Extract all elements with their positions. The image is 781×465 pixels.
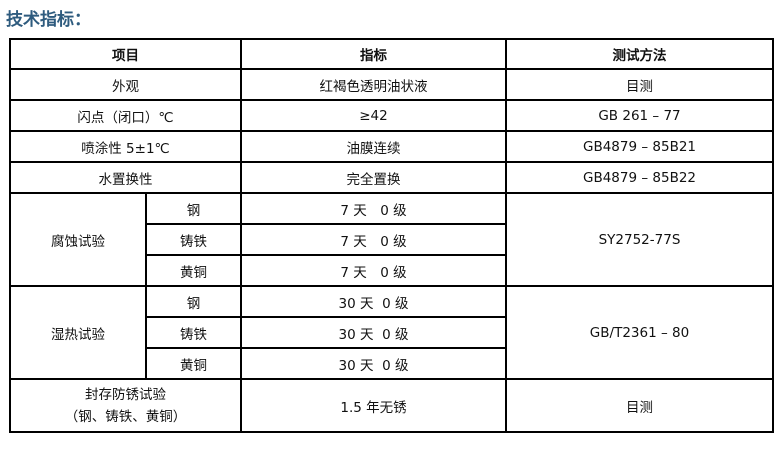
- method-cell: SY2752-77S: [505, 192, 774, 287]
- spec-cell: 30 天 0 级: [240, 347, 507, 380]
- header-spec: 指标: [240, 38, 507, 70]
- section-title: 技术指标：: [6, 10, 91, 30]
- metal-cell: 铸铁: [145, 316, 242, 349]
- table-row: 铸铁 7 天 0 级: [10, 223, 773, 256]
- header-method: 测试方法: [505, 38, 774, 70]
- spec-cell: 7 天 0 级: [240, 223, 507, 256]
- table-row: 喷涂性 5±1℃ 油膜连续 GB4879 – 85B21: [9, 130, 774, 163]
- item-cell: 外观: [9, 68, 242, 101]
- method-cell: GB/T2361 – 80: [505, 285, 774, 380]
- spec-cell: 7 天 0 级: [240, 192, 507, 225]
- group-name-cell: 腐蚀试验: [9, 192, 147, 287]
- spec-table: 项目 指标 测试方法 外观 红褐色透明油状液 目测 闪点（闭口）℃ ≥42 GB…: [9, 38, 774, 433]
- table-row: 腐蚀试验 钢 7 天 0 级 SY2752-77S: [9, 192, 774, 287]
- spec-cell: 红褐色透明油状液: [240, 68, 507, 101]
- table-row: 水置换性 完全置换 GB4879 – 85B22: [9, 161, 774, 194]
- header-row: 项目 指标 测试方法: [9, 38, 774, 70]
- spec-cell: 完全置换: [240, 161, 507, 194]
- metal-cell: 黄铜: [145, 254, 242, 287]
- table-row: 黄铜 7 天 0 级: [10, 254, 773, 287]
- group-name-cell: 湿热试验: [9, 285, 147, 380]
- spec-cell: ≥42: [240, 99, 507, 132]
- method-cell: 目测: [505, 68, 774, 101]
- item-cell: 喷涂性 5±1℃: [9, 130, 242, 163]
- item-cell: 封存防锈试验 （钢、铸铁、黄铜）: [9, 378, 242, 433]
- table-row: 外观 红褐色透明油状液 目测: [9, 68, 774, 101]
- method-cell: GB4879 – 85B21: [505, 130, 774, 163]
- table-row: 湿热试验 钢 30 天 0 级 GB/T2361 – 80: [9, 285, 774, 380]
- metal-cell: 钢: [145, 192, 242, 225]
- header-item: 项目: [9, 38, 242, 70]
- item-cell: 水置换性: [9, 161, 242, 194]
- method-cell: 目测: [505, 378, 774, 433]
- table-row: 闪点（闭口）℃ ≥42 GB 261 – 77: [9, 99, 774, 132]
- table-row: 铸铁 30 天 0 级: [10, 316, 773, 349]
- item-line-2: （钢、铸铁、黄铜）: [64, 408, 187, 425]
- metal-cell: 铸铁: [145, 223, 242, 256]
- spec-cell: 7 天 0 级: [240, 254, 507, 287]
- item-cell: 闪点（闭口）℃: [9, 99, 242, 132]
- method-cell: GB 261 – 77: [505, 99, 774, 132]
- spec-cell: 油膜连续: [240, 130, 507, 163]
- item-line-1: 封存防锈试验: [85, 386, 166, 403]
- spec-cell: 30 天 0 级: [240, 316, 507, 349]
- metal-cell: 钢: [145, 285, 242, 318]
- table-row: 黄铜 30 天 0 级: [10, 347, 773, 380]
- table-row: 封存防锈试验 （钢、铸铁、黄铜） 1.5 年无锈 目测: [9, 378, 774, 433]
- spec-cell: 30 天 0 级: [240, 285, 507, 318]
- spec-cell: 1.5 年无锈: [240, 378, 507, 433]
- method-cell: GB4879 – 85B22: [505, 161, 774, 194]
- metal-cell: 黄铜: [145, 347, 242, 380]
